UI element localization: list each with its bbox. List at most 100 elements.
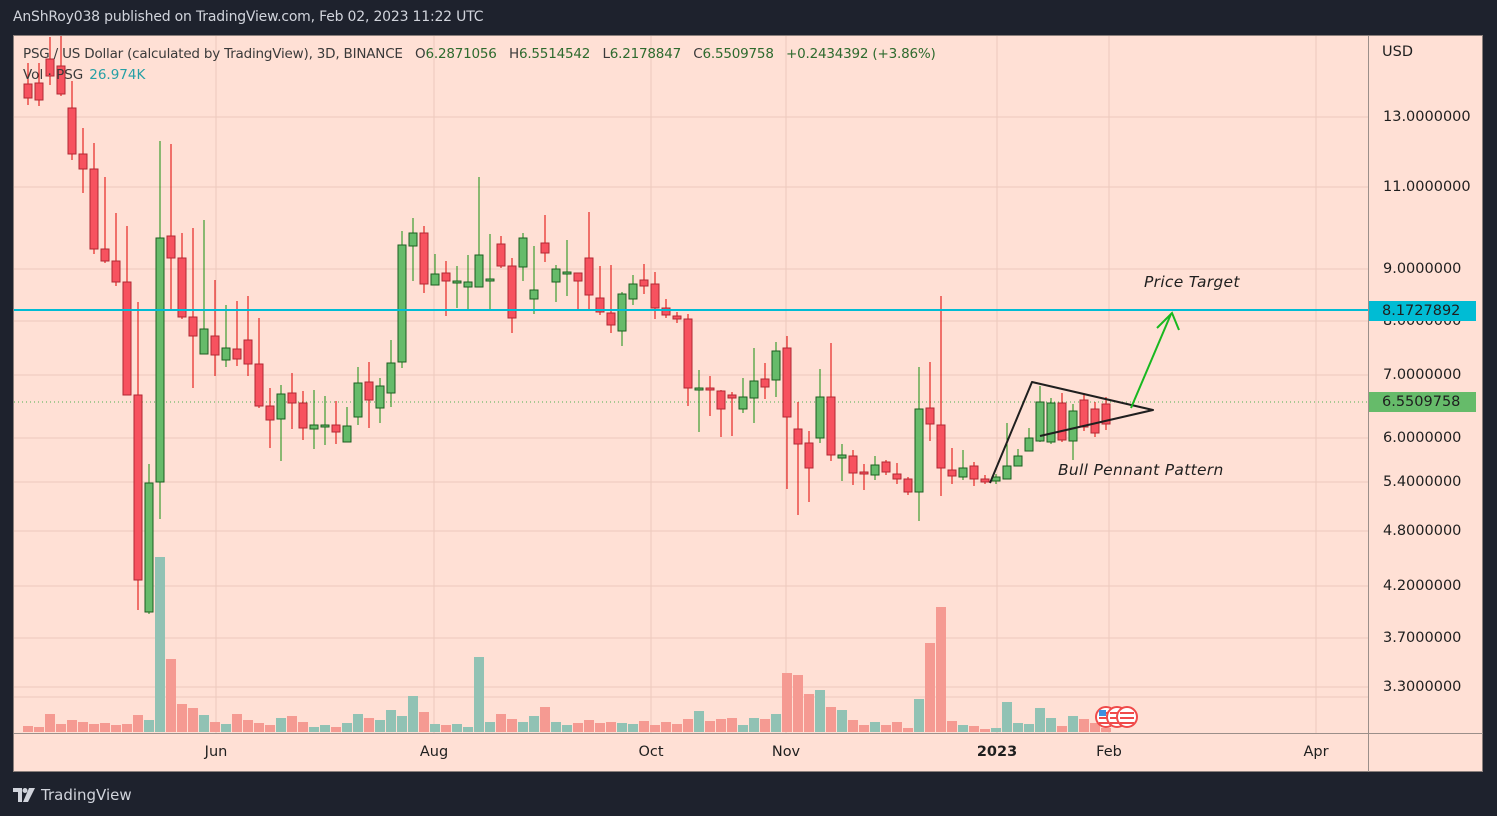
volume-bar — [298, 722, 308, 732]
volume-bar — [782, 673, 792, 732]
volume-bar — [496, 714, 506, 732]
volume-bar — [111, 725, 121, 732]
time-tick-label: Feb — [1096, 744, 1122, 760]
volume-bar — [749, 718, 759, 732]
volume-bar — [837, 710, 847, 732]
volume-bar — [683, 719, 693, 732]
bearish-candle — [716, 390, 726, 410]
bearish-candle — [133, 394, 143, 581]
bearish-candle — [1079, 399, 1089, 428]
bullish-candle — [144, 482, 154, 613]
bullish-candle — [485, 278, 495, 282]
bearish-candle — [287, 392, 297, 404]
volume-bar — [991, 728, 1001, 732]
volume-bar — [518, 722, 528, 732]
bull-pennant-annotation[interactable]: Bull Pennant Pattern — [1058, 461, 1224, 479]
bullish-candle — [452, 280, 462, 284]
bearish-candle — [980, 478, 990, 483]
tradingview-logo[interactable]: TradingView — [13, 786, 132, 804]
bearish-candle — [969, 465, 979, 480]
bearish-candle — [1090, 408, 1100, 434]
volume-bar — [100, 723, 110, 732]
bearish-candle — [441, 272, 451, 282]
bullish-candle — [1013, 455, 1023, 467]
change-value: +0.2434392 (+3.86%) — [786, 46, 936, 62]
volume-bar — [793, 675, 803, 732]
volume-bar — [661, 722, 671, 732]
volume-bar — [232, 714, 242, 732]
bullish-candle — [628, 283, 638, 300]
publish-header: AnShRoy038 published on TradingView.com,… — [13, 9, 484, 25]
bearish-candle — [848, 455, 858, 474]
bullish-candle — [474, 254, 484, 288]
price-axis[interactable]: USD 13.0000000 11.0000000 9.0000000 8.00000… — [1368, 36, 1483, 733]
time-axis[interactable]: Jun Aug Oct Nov 2023 Feb Apr — [14, 733, 1368, 772]
price-label-badge: 8.1727892 — [1369, 301, 1476, 321]
volume-bar — [606, 722, 616, 732]
bearish-candle — [496, 243, 506, 267]
volume-bar — [639, 721, 649, 732]
volume-bar — [727, 718, 737, 732]
volume-label[interactable]: Vol · PSG — [23, 67, 84, 83]
bearish-candle — [122, 281, 132, 396]
volume-bar — [947, 721, 957, 732]
volume-bar — [826, 707, 836, 732]
bearish-candle — [419, 232, 429, 285]
bearish-candle — [67, 107, 77, 155]
volume-bar — [881, 725, 891, 732]
bullish-candle — [837, 454, 847, 459]
bullish-candle — [562, 271, 572, 275]
bearish-candle — [298, 402, 308, 429]
bull-pennant-shape — [989, 381, 1154, 484]
price-pane[interactable]: PSG / US Dollar (calculated by TradingVi… — [14, 36, 1368, 733]
bullish-candle — [155, 237, 165, 483]
bullish-candle — [342, 425, 352, 443]
volume-bar — [936, 607, 946, 732]
bullish-candle — [1002, 465, 1012, 480]
price-target-annotation[interactable]: Price Target — [1144, 273, 1240, 291]
open-value: 6.2871056 — [425, 46, 497, 62]
volume-bar — [144, 720, 154, 732]
bearish-candle — [1057, 402, 1067, 441]
time-tick-label: Nov — [771, 744, 801, 760]
low-value: 6.2178847 — [609, 46, 681, 62]
symbol-title[interactable]: PSG / US Dollar (calculated by TradingVi… — [23, 46, 403, 62]
bearish-candle — [859, 471, 869, 475]
volume-bar — [584, 720, 594, 732]
bullish-candle — [958, 467, 968, 478]
price-tick-label: 9.0000000 — [1383, 261, 1462, 277]
volume-bar — [309, 727, 319, 732]
bullish-candle — [738, 396, 748, 410]
time-tick-label: 2023 — [976, 744, 1018, 760]
volume-bar — [78, 722, 88, 732]
bearish-candle — [507, 265, 517, 319]
volume-bar — [815, 690, 825, 732]
price-label-badge: 6.5509758 — [1369, 392, 1476, 412]
time-tick-label: Aug — [419, 744, 449, 760]
bullish-candle — [914, 408, 924, 493]
bearish-candle — [34, 82, 44, 101]
volume-bar — [980, 729, 990, 732]
bearish-candle — [881, 461, 891, 473]
volume-bar — [562, 725, 572, 732]
target-arrow-shaft — [1130, 313, 1172, 409]
price-tick-label: 7.0000000 — [1383, 367, 1462, 383]
bearish-candle — [661, 307, 671, 316]
volume-bar — [485, 722, 495, 732]
volume-bar — [672, 724, 682, 732]
bearish-candle — [584, 257, 594, 296]
brand-name: TradingView — [41, 786, 132, 804]
bullish-candle — [221, 347, 231, 361]
bullish-candle — [815, 396, 825, 439]
bearish-candle — [177, 257, 187, 318]
bearish-candle — [1101, 403, 1111, 425]
volume-bar — [914, 699, 924, 732]
volume-bar — [1002, 702, 1012, 732]
price-tick-label: 6.0000000 — [1383, 430, 1462, 446]
volume-bar — [1057, 726, 1067, 732]
bearish-candle — [364, 381, 374, 401]
bullish-candle — [529, 289, 539, 300]
volume-bar — [573, 723, 583, 732]
bearish-candle — [166, 235, 176, 259]
